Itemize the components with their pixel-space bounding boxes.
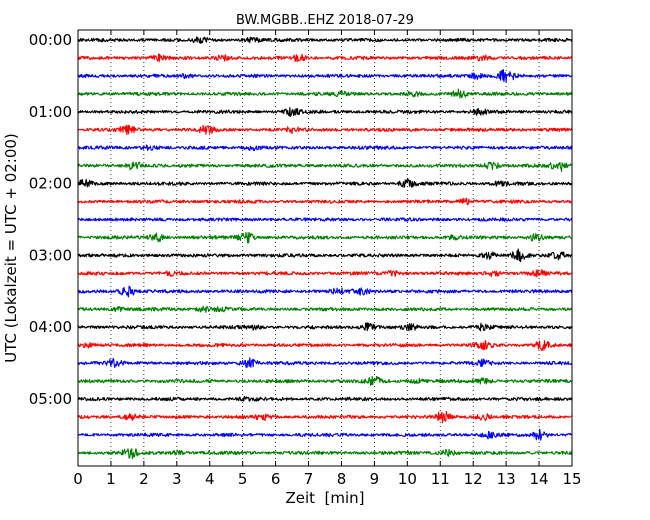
seismic-trace [77, 178, 573, 188]
seismic-trace [77, 69, 573, 84]
seismic-trace [77, 410, 573, 424]
seismic-trace [77, 88, 573, 99]
seismic-trace [77, 395, 573, 402]
y-tick-label: 00:00 [29, 31, 72, 49]
x-tick-label: 2 [139, 470, 149, 488]
x-tick-labels: 0 1 2 3 4 5 6 7 8 9 10 11 12 13 14 15 [73, 470, 581, 488]
x-axis-label: Zeit [min] [285, 489, 364, 507]
x-tick-label: 0 [73, 470, 83, 488]
x-tick-label: 6 [271, 470, 281, 488]
x-tick-label: 15 [562, 470, 581, 488]
y-tick-label: 04:00 [29, 318, 72, 336]
x-tick-label: 5 [238, 470, 248, 488]
x-tick-label: 10 [398, 470, 417, 488]
x-tick-label: 7 [304, 470, 314, 488]
seismic-trace [77, 36, 573, 45]
seismic-trace [77, 231, 573, 244]
x-tick-label: 8 [337, 470, 347, 488]
seismic-trace [77, 285, 573, 298]
tick-marks [77, 30, 573, 466]
trace-group [77, 36, 573, 460]
x-tick-label: 13 [497, 470, 516, 488]
seismic-trace [77, 217, 573, 222]
seismic-trace [77, 322, 573, 332]
y-tick-label: 02:00 [29, 175, 72, 193]
seismic-trace [77, 269, 573, 278]
chart-title: BW.MGBB..EHZ 2018-07-29 [236, 13, 414, 28]
y-tick-label: 01:00 [29, 103, 72, 121]
seismic-trace [77, 144, 573, 152]
seismic-trace [77, 197, 573, 206]
seismic-trace [77, 53, 573, 63]
y-tick-label: 05:00 [29, 390, 72, 408]
seismic-trace [77, 124, 573, 136]
seismic-trace [77, 248, 573, 263]
seismic-trace [77, 428, 573, 441]
x-tick-label: 3 [172, 470, 182, 488]
y-axis-label: UTC (Lokalzeit = UTC + 02:00) [2, 133, 20, 363]
seismic-trace [77, 106, 573, 117]
x-tick-label: 4 [205, 470, 215, 488]
seismic-trace [77, 357, 573, 369]
plot-frame [77, 29, 573, 467]
x-tick-label: 14 [530, 470, 549, 488]
seismic-trace [77, 161, 573, 172]
seismic-trace [77, 375, 573, 386]
seismic-trace [77, 339, 573, 352]
x-tick-label: 1 [106, 470, 116, 488]
x-tick-label: 12 [464, 470, 483, 488]
x-tick-label: 11 [431, 470, 450, 488]
seismic-trace [77, 448, 573, 460]
y-tick-labels: 00:00 01:00 02:00 03:00 04:00 05:00 [29, 31, 72, 408]
seismic-trace [77, 305, 573, 313]
x-tick-label: 9 [370, 470, 380, 488]
y-tick-label: 03:00 [29, 246, 72, 264]
grid-lines [110, 30, 540, 466]
